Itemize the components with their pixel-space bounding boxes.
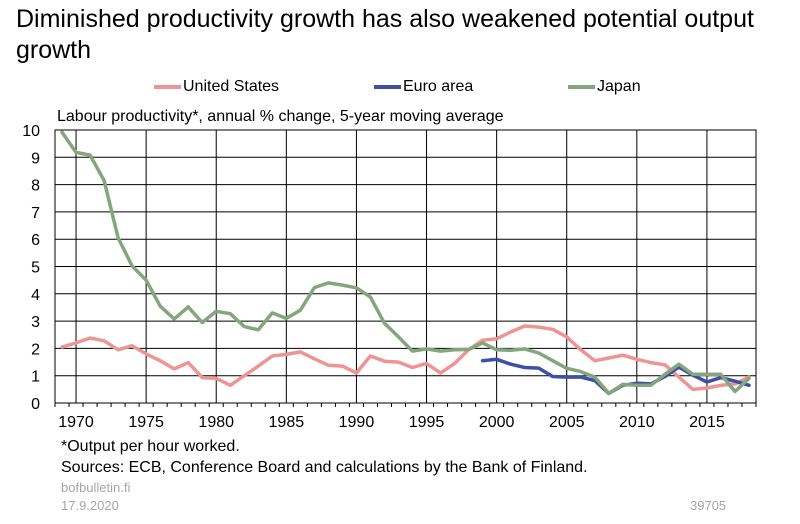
y-tick-label: 10 bbox=[22, 123, 40, 140]
y-tick-label: 5 bbox=[31, 260, 40, 277]
x-tick-label: 2005 bbox=[549, 414, 585, 431]
legend-label-japan: Japan bbox=[597, 78, 641, 95]
x-tick-label: 2000 bbox=[479, 414, 515, 431]
y-tick-label: 3 bbox=[31, 314, 40, 331]
x-tick-label: 1985 bbox=[269, 414, 305, 431]
legend-item-japan: Japan bbox=[568, 76, 641, 98]
y-axis-unit-label: Labour productivity*, annual % change, 5… bbox=[57, 108, 504, 125]
legend-item-united-states: United States bbox=[154, 76, 279, 98]
y-tick-label: 9 bbox=[31, 150, 40, 167]
legend-swatch-united-states bbox=[154, 85, 181, 89]
y-tick-label: 8 bbox=[31, 178, 40, 195]
legend-swatch-japan bbox=[568, 85, 595, 89]
x-tick-label: 1995 bbox=[409, 414, 445, 431]
y-tick-label: 7 bbox=[31, 205, 40, 222]
brand-text: bofbulletin.fi bbox=[61, 480, 131, 495]
chart-title: Diminished productivity growth has also … bbox=[16, 5, 754, 64]
legend-label-euro-area: Euro area bbox=[403, 78, 474, 95]
y-tick-label: 4 bbox=[31, 287, 40, 304]
legend-swatch-euro-area bbox=[374, 85, 401, 89]
y-tick-label: 1 bbox=[31, 369, 40, 386]
x-tick-label: 1990 bbox=[339, 414, 375, 431]
x-tick-label: 2015 bbox=[689, 414, 725, 431]
x-tick-label: 1980 bbox=[198, 414, 234, 431]
legend-item-euro-area: Euro area bbox=[374, 76, 473, 98]
series-line-united-states bbox=[60, 324, 751, 392]
x-tick-label: 1975 bbox=[128, 414, 164, 431]
y-tick-label: 6 bbox=[31, 232, 40, 249]
x-tick-label: 1970 bbox=[58, 414, 94, 431]
y-tick-label: 2 bbox=[31, 341, 40, 358]
series-line-japan bbox=[60, 130, 751, 396]
sources-note: Sources: ECB, Conference Board and calcu… bbox=[61, 459, 588, 476]
footnote: *Output per hour worked. bbox=[61, 438, 240, 455]
publication-date: 17.9.2020 bbox=[61, 498, 119, 513]
x-tick-label: 2010 bbox=[619, 414, 655, 431]
y-tick-label: 0 bbox=[31, 396, 40, 413]
chart-code: 39705 bbox=[690, 498, 727, 513]
legend-label-united-states: United States bbox=[183, 78, 280, 95]
